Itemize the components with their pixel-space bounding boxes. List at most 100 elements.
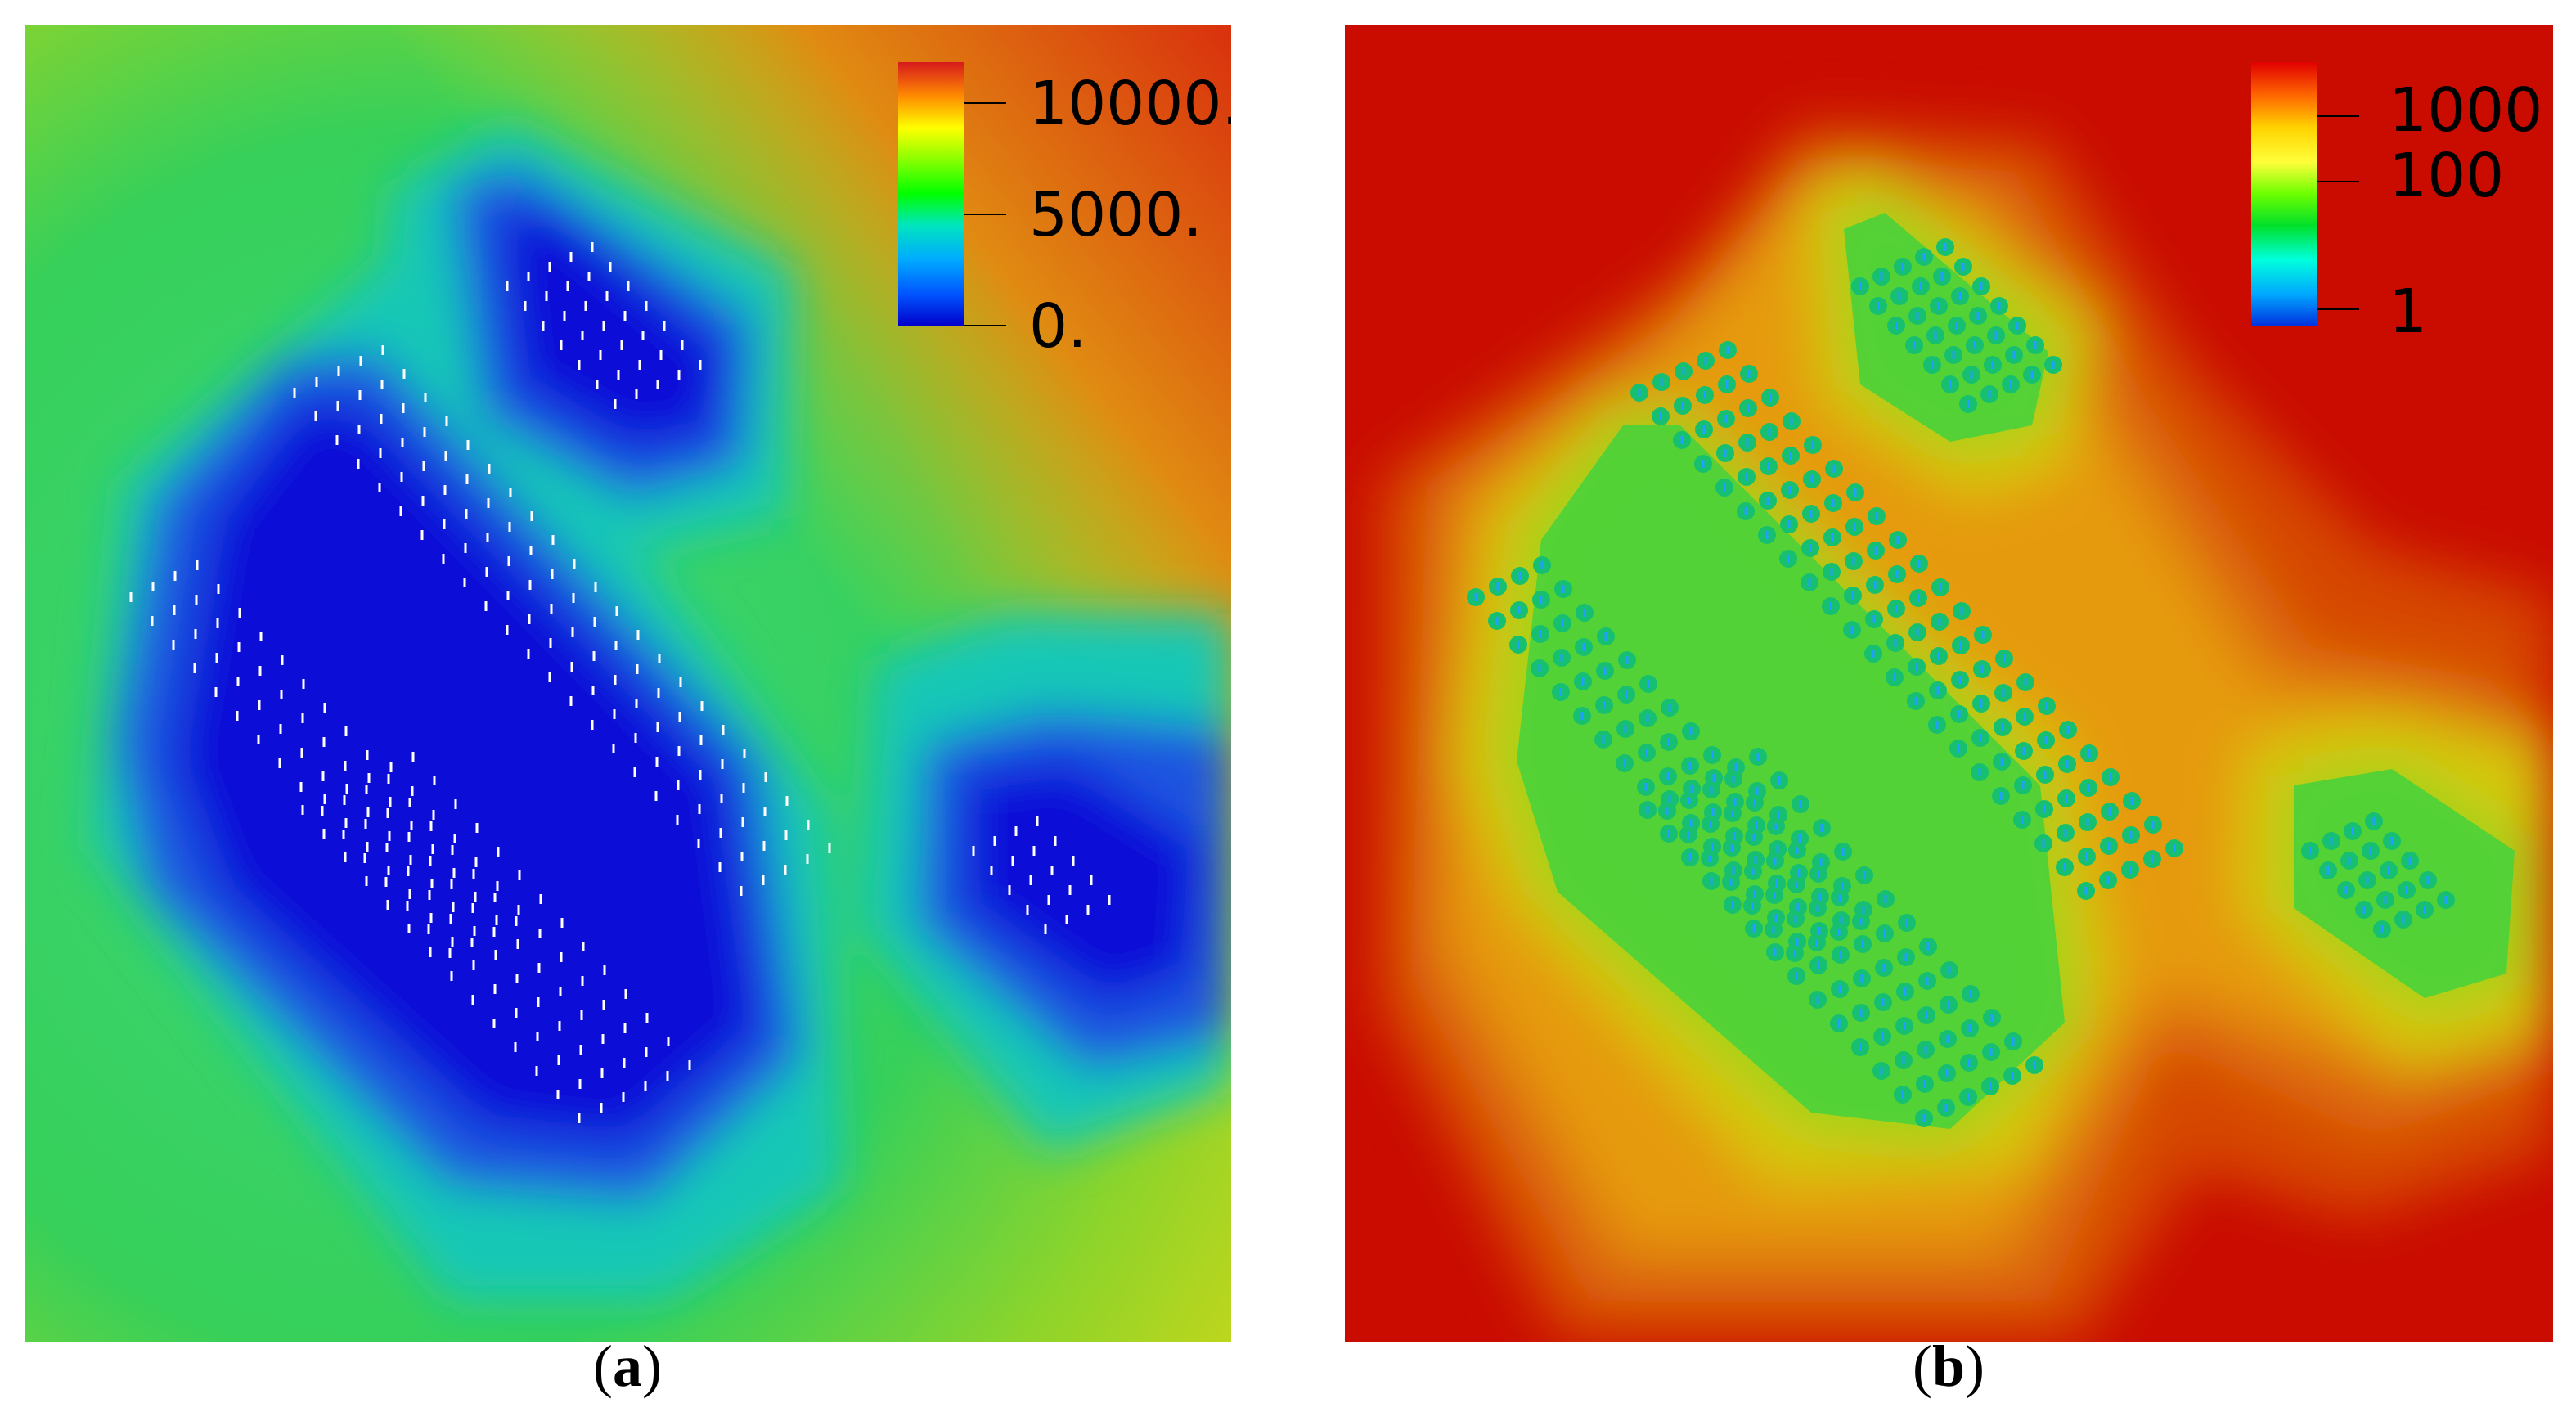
point-marker-core <box>1989 1082 1992 1090</box>
point-marker <box>507 556 510 566</box>
point-marker <box>1090 875 1093 885</box>
point-marker <box>538 929 542 938</box>
point-marker <box>421 496 425 506</box>
point-marker-core <box>1881 1032 1884 1041</box>
point-marker-core <box>2016 322 2019 330</box>
point-marker <box>357 459 360 469</box>
point-marker-core <box>1884 895 1887 903</box>
point-marker-core <box>1859 1009 1863 1017</box>
point-marker-core <box>1768 428 1771 436</box>
point-marker-core <box>2045 702 2048 710</box>
point-marker-core <box>1859 1043 1862 1051</box>
point-marker-core <box>1517 606 1521 614</box>
point-marker <box>615 606 618 616</box>
point-marker-core <box>1787 555 1790 563</box>
point-marker-core <box>1926 942 1930 951</box>
panel-a-contour-map: 10000. 5000. 0. <box>25 25 1231 1342</box>
point-marker-core <box>1980 665 1984 673</box>
point-marker-core <box>1939 583 1942 591</box>
colorbar-gradient <box>2251 62 2317 326</box>
point-marker-core <box>1998 302 2001 310</box>
point-marker-core <box>2002 689 2005 697</box>
point-marker-core <box>1914 697 1917 705</box>
point-marker <box>301 713 304 723</box>
point-marker <box>515 916 518 926</box>
point-marker-core <box>1645 749 1648 757</box>
point-marker <box>609 262 612 272</box>
point-marker <box>600 1068 604 1078</box>
point-marker-core <box>1991 361 1994 369</box>
point-marker-core <box>1796 938 1799 946</box>
point-marker <box>551 569 554 579</box>
point-marker <box>278 758 281 768</box>
point-marker-core <box>1625 656 1629 664</box>
point-marker-core <box>1862 906 1865 914</box>
point-marker-core <box>1945 1069 1949 1077</box>
point-marker <box>344 852 347 862</box>
point-markers <box>1467 238 2455 1127</box>
point-marker <box>493 984 497 994</box>
point-marker <box>443 519 446 529</box>
point-marker <box>424 393 427 402</box>
point-marker <box>344 761 347 771</box>
point-marker <box>387 866 390 875</box>
point-marker <box>536 1032 539 1041</box>
point-marker-core <box>2408 857 2412 865</box>
point-marker <box>578 360 581 370</box>
point-marker-core <box>1989 1048 1993 1056</box>
point-marker <box>323 703 326 713</box>
point-marker <box>535 1066 538 1076</box>
point-marker <box>365 876 368 886</box>
colorbar: 10000. 5000. 0. <box>898 62 1231 362</box>
point-marker-core <box>1832 499 1835 507</box>
point-marker-core <box>2009 380 2012 389</box>
point-marker-core <box>1799 800 1802 808</box>
point-marker <box>1068 885 1072 895</box>
point-marker <box>389 797 392 807</box>
point-marker <box>471 995 474 1005</box>
point-marker-core <box>2030 371 2034 379</box>
point-marker <box>641 331 645 340</box>
point-marker <box>301 805 304 815</box>
point-marker-core <box>2108 807 2111 816</box>
point-marker <box>719 828 722 838</box>
point-marker-core <box>1734 763 1738 771</box>
point-marker <box>238 608 241 618</box>
point-marker-core <box>1819 858 1823 866</box>
point-marker-core <box>1787 520 1791 528</box>
point-marker-core <box>2151 855 2154 863</box>
point-marker <box>603 965 606 975</box>
point-marker-core <box>1687 830 1690 839</box>
point-marker-core <box>1936 686 1940 695</box>
point-marker <box>698 804 701 814</box>
point-marker-core <box>1902 1056 1905 1064</box>
point-marker <box>428 890 431 900</box>
point-marker <box>700 701 704 711</box>
point-marker-core <box>2085 852 2088 861</box>
point-marker-core <box>1581 677 1585 686</box>
point-marker-core <box>1708 854 1711 862</box>
point-marker-core <box>2043 805 2046 813</box>
point-marker-core <box>2444 896 2448 904</box>
point-marker <box>679 677 682 687</box>
point-marker-core <box>1517 641 1520 649</box>
point-marker <box>600 1103 603 1113</box>
point-marker-core <box>1702 425 1706 434</box>
point-marker-core <box>1689 727 1693 735</box>
point-marker-core <box>1711 843 1714 851</box>
point-marker-core <box>2084 887 2088 895</box>
point-marker <box>828 843 831 853</box>
point-marker-core <box>1731 809 1734 817</box>
point-marker <box>784 830 788 840</box>
point-marker-core <box>1853 523 1856 531</box>
point-marker-core <box>1755 821 1758 830</box>
point-marker-core <box>1830 568 1833 576</box>
point-marker <box>699 770 702 780</box>
point-marker-core <box>1733 798 1737 806</box>
point-marker-core <box>1703 391 1706 399</box>
point-marker-core <box>1894 639 1897 647</box>
point-marker <box>315 377 318 387</box>
point-marker-core <box>1604 632 1607 641</box>
point-marker-core <box>1747 404 1750 412</box>
point-marker-core <box>1895 570 1899 578</box>
